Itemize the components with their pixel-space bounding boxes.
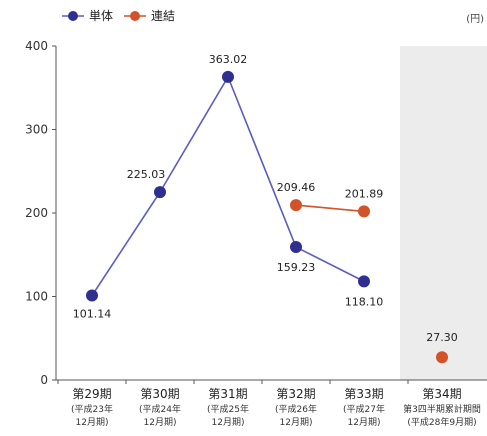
legend-label: 単体	[89, 9, 113, 23]
y-tick-label: 200	[25, 206, 48, 220]
series-line-1	[295, 204, 365, 213]
data-point	[436, 351, 448, 364]
y-tick-label: 400	[25, 39, 48, 53]
unit-label: (円)	[466, 14, 484, 25]
series-line-0	[91, 75, 365, 296]
data-label: 101.14	[73, 308, 112, 321]
axes: 0 100 200 300 400 第29期 (平成23年 12月期) 第30期 (平成24年 12…	[25, 39, 487, 428]
y-tick-label: 0	[40, 373, 48, 387]
x-category-sub1: (平成27年	[343, 403, 385, 415]
x-category-sub1: (平成25年	[207, 403, 249, 415]
y-tick-label: 100	[25, 290, 48, 304]
x-category-sub1: (平成26年	[275, 403, 317, 415]
legend-swatch-dot	[68, 11, 78, 21]
series-points	[86, 70, 448, 364]
series-lines	[91, 75, 365, 296]
x-category-sub1: (平成23年	[71, 403, 113, 415]
y-tick-label: 300	[25, 123, 48, 137]
x-category-sub2: 12月期)	[144, 417, 177, 428]
data-point	[358, 205, 370, 218]
data-label: 118.10	[345, 295, 384, 308]
data-point	[290, 241, 302, 254]
x-category-label: 第34期	[422, 387, 461, 401]
legend-label: 連結	[151, 9, 175, 23]
x-category-sub2: 12月期)	[212, 417, 245, 428]
x-category-sub2: 12月期)	[348, 417, 381, 428]
data-point	[154, 186, 166, 199]
x-category-sub2: 12月期)	[76, 417, 109, 428]
data-label: 363.02	[209, 53, 248, 66]
data-point	[290, 199, 302, 212]
data-point	[222, 70, 234, 83]
highlight-band	[400, 46, 487, 380]
x-category-label: 第33期	[344, 387, 383, 401]
data-label: 209.46	[277, 181, 316, 194]
x-category-label: 第29期	[72, 387, 111, 401]
data-point	[358, 275, 370, 288]
x-category-label: 第31期	[208, 387, 247, 401]
x-category-label: 第32期	[276, 387, 315, 401]
x-category-sub1: 第3四半期累計期間	[403, 403, 481, 415]
data-label: 201.89	[345, 187, 384, 200]
data-point	[86, 289, 98, 302]
x-category-sub2: (平成28年9月期)	[407, 416, 476, 428]
legend: 単体 連結	[62, 9, 175, 23]
data-label: 225.03	[127, 168, 166, 181]
data-label: 27.30	[426, 331, 458, 344]
legend-swatch-dot	[130, 11, 140, 21]
data-labels: 101.14 225.03 363.02 159.23 118.10 209.46 201.…	[73, 53, 458, 344]
x-category-sub2: 12月期)	[280, 417, 313, 428]
x-category-label: 第30期	[140, 387, 179, 401]
x-category-sub1: (平成24年	[139, 403, 181, 415]
data-label: 159.23	[277, 261, 316, 274]
